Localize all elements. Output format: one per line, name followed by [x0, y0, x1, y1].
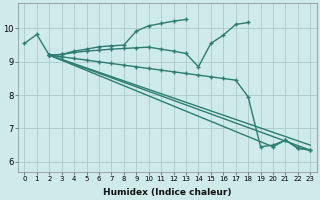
X-axis label: Humidex (Indice chaleur): Humidex (Indice chaleur) [103, 188, 232, 197]
